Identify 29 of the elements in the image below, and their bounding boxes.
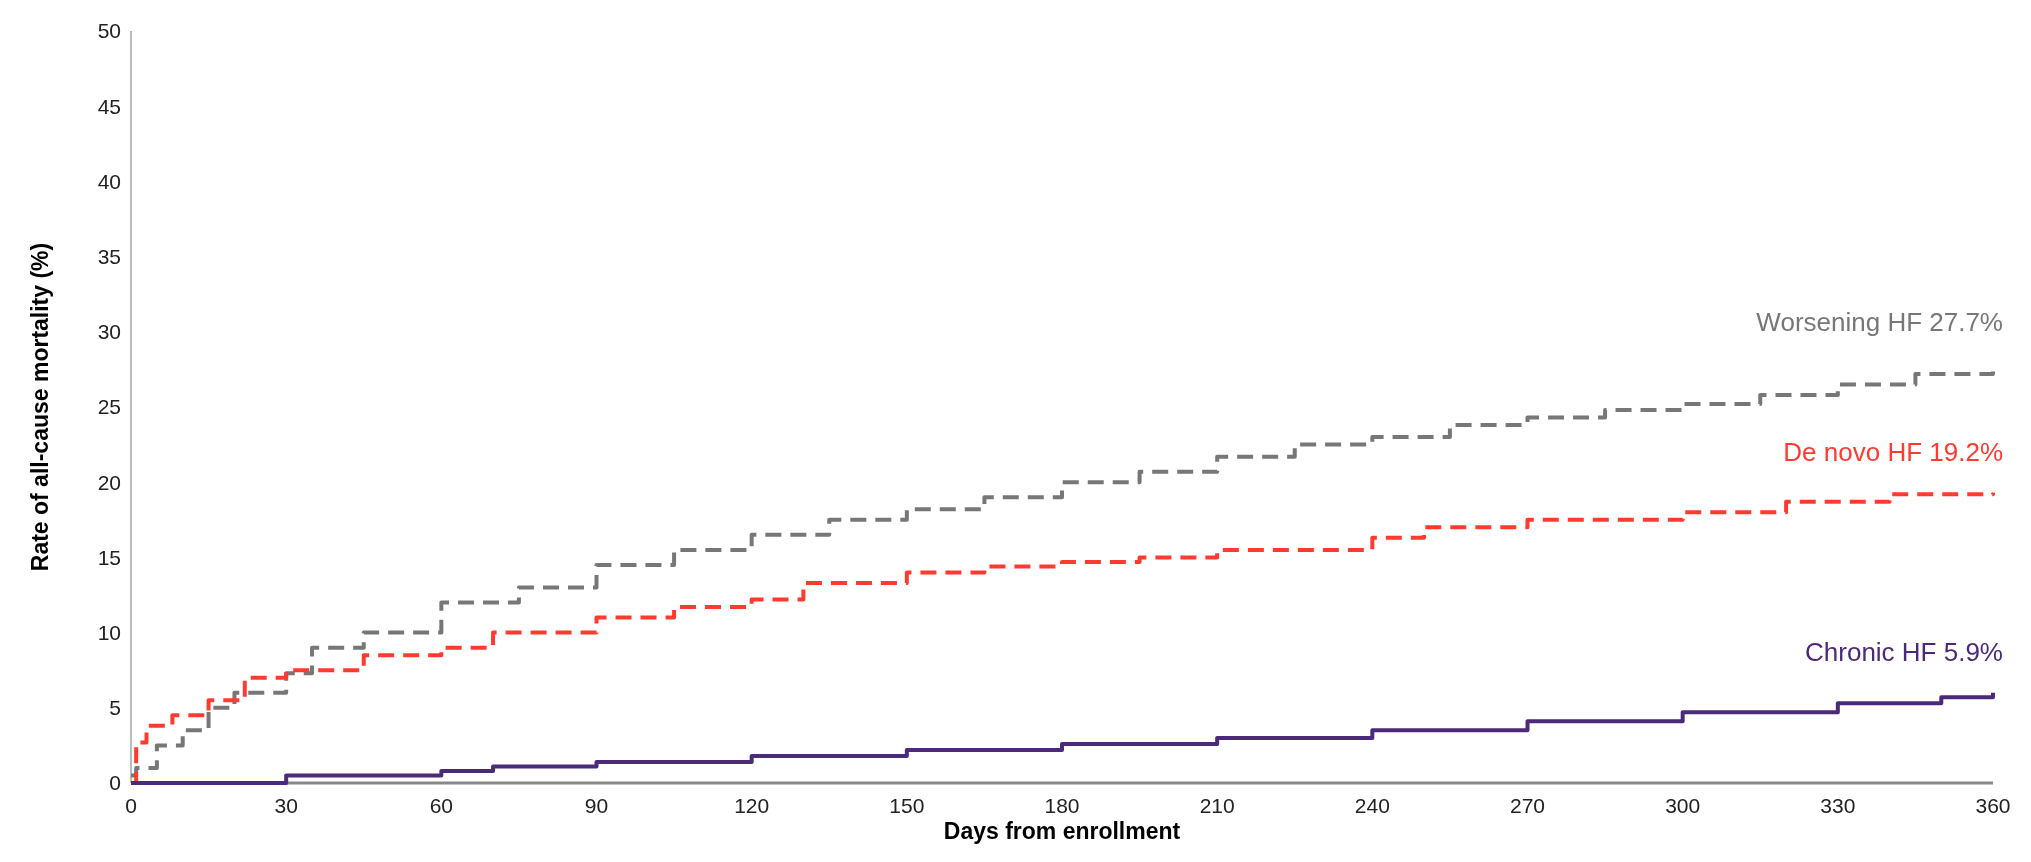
series-label: De novo HF 19.2%: [1783, 436, 2003, 467]
x-tick-label: 90: [584, 794, 609, 817]
x-tick-label: 330: [1820, 794, 1856, 817]
y-tick-label: 25: [97, 395, 121, 419]
y-tick-label: 40: [97, 169, 121, 193]
x-tick-label: 300: [1665, 794, 1701, 817]
x-tick-label: 150: [889, 794, 925, 817]
x-tick-label: 270: [1509, 794, 1546, 817]
y-tick-label: 30: [97, 320, 121, 344]
y-tick-label: 45: [97, 94, 121, 118]
x-tick-label: 240: [1354, 794, 1390, 817]
series-label: Worsening HF 27.7%: [1756, 307, 2003, 338]
y-tick-label: 0: [109, 771, 121, 795]
y-tick-label: 50: [97, 19, 121, 43]
x-tick-label: 360: [1975, 794, 2011, 817]
y-axis-title: Rate of all-cause mortality (%): [27, 242, 53, 572]
x-tick-label: 120: [734, 794, 770, 817]
x-tick-label: 60: [429, 794, 454, 817]
x-tick-label: 210: [1199, 794, 1235, 817]
x-tick-label: 0: [125, 794, 137, 817]
x-axis-title: Days from enrollment: [943, 818, 1181, 844]
y-tick-label: 35: [97, 244, 121, 268]
y-tick-label: 5: [109, 696, 121, 720]
y-tick-label: 10: [97, 620, 121, 644]
y-tick-label: 15: [97, 545, 121, 569]
x-tick-label: 30: [274, 794, 298, 817]
x-tick-label: 180: [1044, 794, 1080, 817]
y-tick-label: 20: [97, 470, 121, 494]
series-label: Chronic HF 5.9%: [1805, 636, 2003, 667]
